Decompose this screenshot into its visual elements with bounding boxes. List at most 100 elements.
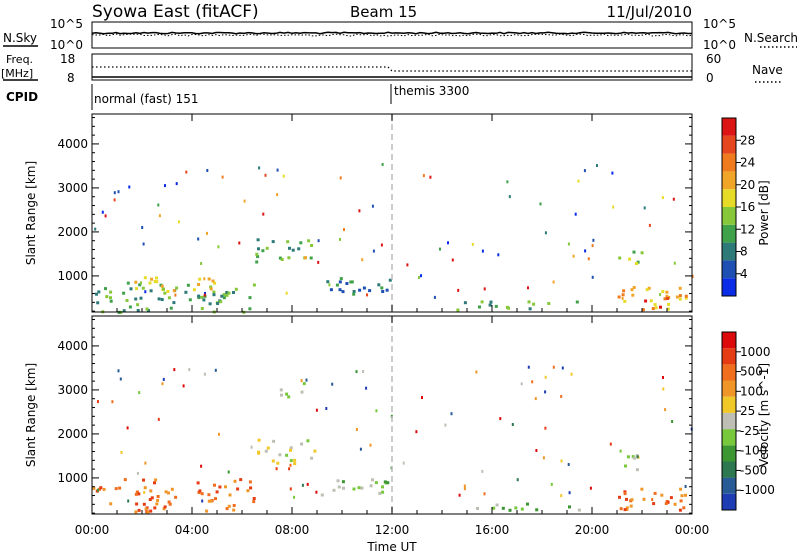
echo-cell (304, 256, 307, 260)
echo-cell (125, 299, 129, 302)
echo-cell (421, 396, 423, 399)
echo-cell (343, 228, 345, 232)
echo-cell (164, 184, 166, 188)
echo-cell (575, 300, 579, 304)
echo-cell (478, 305, 481, 309)
echo-cell (531, 380, 534, 384)
echo-cell (255, 252, 259, 256)
echo-cell (630, 498, 634, 502)
echo-cell (433, 295, 436, 299)
echo-cell (528, 307, 532, 311)
echo-cell (631, 455, 635, 459)
echo-cell (365, 386, 368, 390)
echo-cell (527, 300, 531, 304)
time-tick-label: 00:00 (75, 523, 110, 537)
echo-cell (341, 290, 345, 294)
echo-cell (589, 486, 592, 490)
echo-cell (162, 287, 165, 291)
echo-cell (246, 489, 250, 493)
echo-cell (224, 485, 227, 489)
echo-cell (206, 169, 209, 172)
echo-cell (345, 282, 349, 285)
echo-cell (297, 247, 301, 251)
echo-cell (250, 445, 253, 449)
echo-cell (371, 204, 374, 208)
echo-cell (174, 495, 178, 499)
echo-cell (649, 299, 653, 303)
echo-cell (192, 288, 196, 292)
echo-cell (233, 479, 237, 483)
echo-cell (209, 287, 213, 291)
colorbar-swatch (722, 171, 736, 190)
colorbar-tick-label: 16 (740, 200, 755, 214)
echo-cell (451, 258, 454, 262)
time-tick-label: 08:00 (275, 523, 310, 537)
echo-cell (532, 302, 536, 306)
echo-cell (174, 293, 177, 297)
colorbar-swatch (722, 477, 736, 494)
echo-cell (358, 288, 362, 292)
echo-cell (339, 176, 342, 180)
echo-cell (222, 293, 226, 297)
colorbar-swatch (722, 260, 736, 279)
echo-cell (276, 461, 280, 465)
echo-cell (619, 507, 623, 511)
echo-cell (360, 486, 364, 490)
echo-cell (592, 238, 595, 242)
colorbar-tick-label: 25 (740, 404, 755, 418)
colorbar-tick-label: -100 (740, 444, 767, 458)
echo-cell (535, 449, 538, 452)
echo-cell (128, 305, 132, 309)
velocity-colorbar-label: Velocity [m s^-1] (757, 363, 771, 467)
echo-cell (691, 275, 694, 278)
echo-cell (388, 278, 392, 282)
echo-cell (483, 492, 486, 496)
echo-cell (119, 377, 122, 381)
echo-cell (632, 250, 636, 254)
echo-cell (227, 470, 230, 474)
echo-cell (678, 508, 682, 512)
echo-cell (300, 390, 304, 394)
echo-cell (342, 486, 345, 490)
echo-cell (200, 262, 203, 265)
power-echoes (94, 114, 694, 314)
echo-cell (236, 487, 240, 491)
echo-cell (150, 277, 154, 281)
echo-cell (221, 175, 224, 179)
echo-cell (584, 249, 587, 253)
echo-cell (293, 462, 297, 466)
echo-cell (255, 260, 259, 264)
echo-cell (362, 286, 366, 290)
echo-cell (338, 280, 342, 284)
echo-cell (138, 391, 141, 395)
echo-cell (568, 491, 571, 495)
echo-cell (635, 262, 638, 265)
power-colorbar: 4 8 12 16 20 24 28 (721, 117, 755, 297)
echo-cell (302, 382, 306, 386)
colorbar-swatch (722, 396, 736, 413)
colorbar-tick-label: -25 (740, 424, 760, 438)
echo-cell (109, 299, 113, 303)
echo-cell (227, 504, 231, 508)
echo-cell (458, 493, 461, 497)
echo-cell (155, 276, 158, 280)
echo-cell (150, 496, 154, 500)
echo-cell (369, 484, 373, 488)
echo-cell (134, 297, 138, 301)
echo-cell (317, 260, 320, 264)
echo-cell (570, 372, 573, 376)
echo-cell (286, 240, 290, 244)
colorbar-swatch (722, 380, 736, 397)
colorbar-swatch (722, 493, 736, 510)
y-tick-label: 2000 (57, 225, 88, 239)
echo-cell (148, 281, 152, 285)
echo-cell (289, 487, 292, 491)
echo-cell (661, 290, 665, 294)
freq-label: Freq. (6, 53, 33, 66)
echo-cell (210, 499, 213, 503)
echo-cell (684, 485, 687, 488)
echo-cell (203, 293, 206, 297)
echo-cell (280, 393, 283, 397)
echo-cell (630, 288, 634, 292)
echo-cell (672, 197, 675, 201)
